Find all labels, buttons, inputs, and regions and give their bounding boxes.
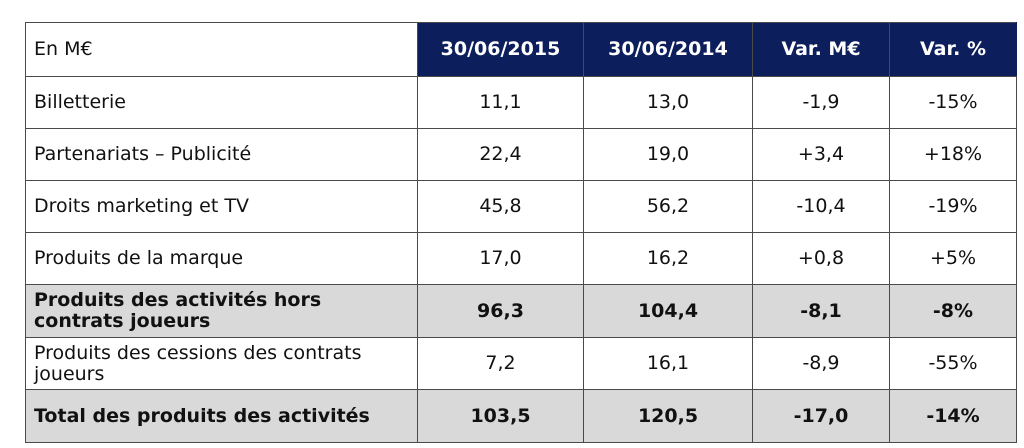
row-label: Partenariats – Publicité [25,128,418,181]
table-row: Droits marketing et TV 45,8 56,2 -10,4 -… [25,180,1017,233]
cell-var-pct: +5% [889,232,1017,285]
column-header-2015: 30/06/2015 [417,22,584,77]
cell-var-pct: -15% [889,76,1017,129]
cell-var-pct: -8% [889,284,1017,338]
row-label: Droits marketing et TV [25,180,418,233]
cell-var-meur: -10,4 [752,180,890,233]
cell-2014: 120,5 [583,389,753,443]
row-label: Total des produits des activités [25,389,418,443]
column-header-var-pct: Var. % [889,22,1017,77]
unit-label: En M€ [25,22,418,77]
table-row: Produits des cessions des contrats joueu… [25,337,1017,390]
cell-var-pct: -19% [889,180,1017,233]
table-row: Produits de la marque 17,0 16,2 +0,8 +5% [25,232,1017,285]
table-row: Billetterie 11,1 13,0 -1,9 -15% [25,76,1017,129]
row-label: Billetterie [25,76,418,129]
cell-2014: 19,0 [583,128,753,181]
cell-2015: 103,5 [417,389,584,443]
cell-var-meur: -8,1 [752,284,890,338]
cell-var-meur: +3,4 [752,128,890,181]
cell-var-meur: -17,0 [752,389,890,443]
row-label: Produits de la marque [25,232,418,285]
total-row: Total des produits des activités 103,5 1… [25,389,1017,443]
revenue-table: En M€ 30/06/2015 30/06/2014 Var. M€ Var.… [25,22,1017,443]
cell-var-meur: -1,9 [752,76,890,129]
cell-2015: 11,1 [417,76,584,129]
cell-2015: 22,4 [417,128,584,181]
table-header-row: En M€ 30/06/2015 30/06/2014 Var. M€ Var.… [25,22,1017,77]
cell-2014: 104,4 [583,284,753,338]
row-label: Produits des cessions des contrats joueu… [25,337,418,390]
subtotal-row: Produits des activités hors contrats jou… [25,284,1017,338]
cell-var-pct: +18% [889,128,1017,181]
cell-2014: 16,2 [583,232,753,285]
cell-var-pct: -14% [889,389,1017,443]
cell-var-pct: -55% [889,337,1017,390]
table-row: Partenariats – Publicité 22,4 19,0 +3,4 … [25,128,1017,181]
column-header-var-meur: Var. M€ [752,22,890,77]
cell-var-meur: -8,9 [752,337,890,390]
column-header-2014: 30/06/2014 [583,22,753,77]
cell-2015: 96,3 [417,284,584,338]
cell-2015: 45,8 [417,180,584,233]
cell-2015: 17,0 [417,232,584,285]
row-label: Produits des activités hors contrats jou… [25,284,418,338]
cell-2014: 13,0 [583,76,753,129]
cell-2015: 7,2 [417,337,584,390]
cell-2014: 16,1 [583,337,753,390]
cell-var-meur: +0,8 [752,232,890,285]
cell-2014: 56,2 [583,180,753,233]
